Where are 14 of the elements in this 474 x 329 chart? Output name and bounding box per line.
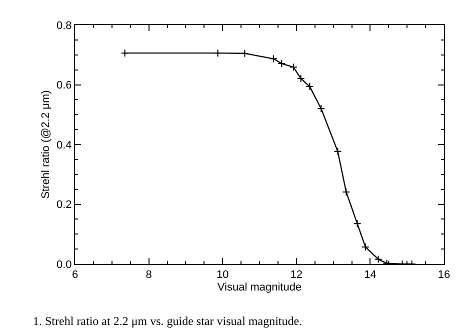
x-tick-label: 12 — [290, 269, 303, 282]
y-tick-label: 0.2 — [56, 199, 72, 212]
x-tick-label: 14 — [364, 269, 376, 282]
x-axis-title: Visual magnitude — [217, 281, 302, 294]
y-axis-title: Strehl ratio (@2.2 μm) — [40, 90, 52, 199]
y-tick-label: 0.8 — [56, 20, 72, 32]
text: 1. Strehl ratio at 2.2 μm vs. guide star visual magnitude. — [33, 314, 302, 328]
y-tick-label: 0.6 — [56, 80, 72, 92]
x-tick-label: 8 — [146, 269, 152, 282]
x-tick-label: 16 — [438, 269, 450, 282]
x-tick-label: 10 — [216, 269, 229, 282]
x-tick-label: 6 — [72, 269, 78, 282]
y-tick-label: 0.0 — [56, 258, 72, 271]
y-tick-label: 0.4 — [56, 139, 72, 152]
